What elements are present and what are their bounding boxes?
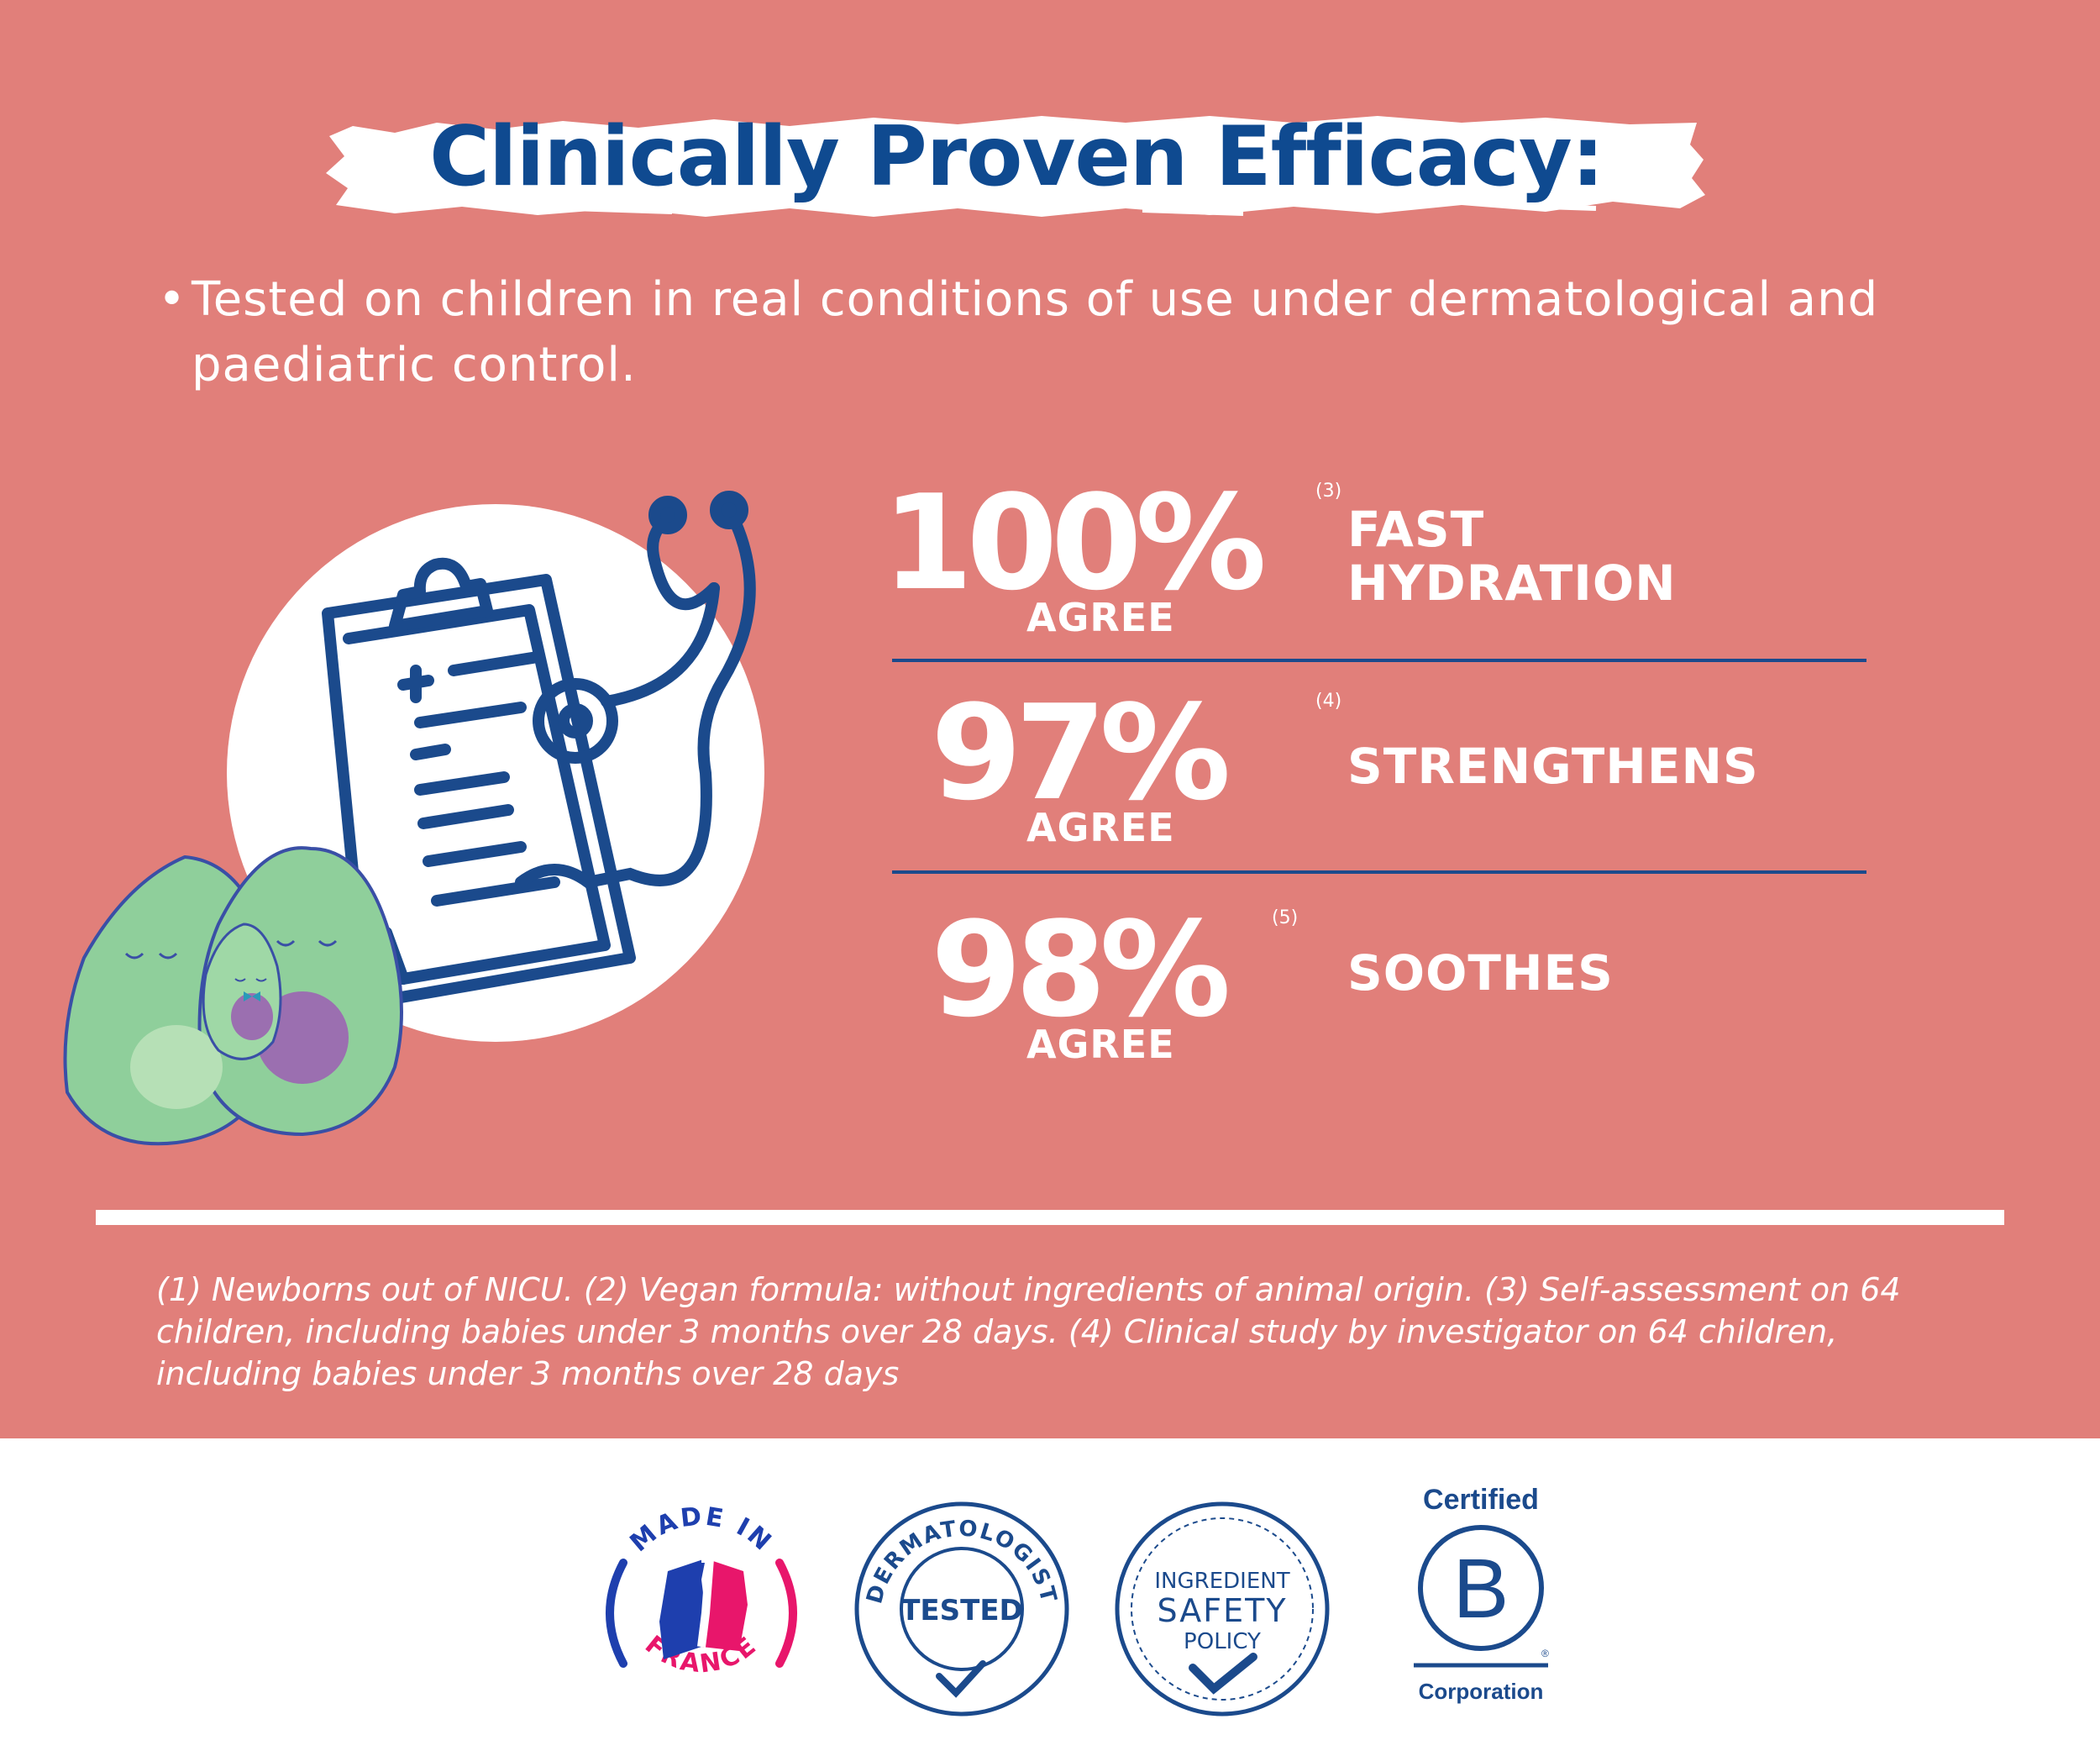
stat-ref-2: (4): [1315, 691, 1342, 712]
badge-policy-text: POLICY: [1184, 1629, 1261, 1654]
made-in-france-badge: MADE IN FRANCE: [606, 1501, 797, 1680]
badge-certified-text: Certified: [1423, 1484, 1539, 1516]
stat-separator-2: [892, 870, 1866, 874]
badge-safety-text: SAFETY: [1157, 1592, 1287, 1629]
badge-strip: [0, 1438, 2100, 1756]
stat-value-3: 98%: [931, 893, 1231, 1046]
stat-agree-3: AGREE: [1026, 1022, 1175, 1067]
stat-claim-2: STRENGTHENS: [1347, 738, 1759, 795]
badge-b-letter: B: [1453, 1542, 1509, 1636]
stat-agree-2: AGREE: [1026, 805, 1175, 850]
ingredient-safety-badge: INGREDIENT SAFETY POLICY: [1115, 1501, 1330, 1717]
stethoscope-icon: [515, 491, 756, 889]
clinical-illustration: [63, 491, 764, 1146]
stat-claim-1-line2: HYDRATION: [1347, 555, 1677, 612]
stat-ref-1: (3): [1315, 481, 1342, 502]
france-map-red: [701, 1559, 748, 1651]
badge-ingredient-text: INGREDIENT: [1154, 1569, 1289, 1594]
stat-claim-1: FAST HYDRATION: [1347, 502, 1677, 610]
france-map-blue: [659, 1559, 706, 1659]
stat-claim-1-line1: FAST: [1347, 501, 1485, 558]
intro-text: Tested on children in real conditions of…: [192, 272, 1879, 392]
dermatologist-tested-badge: DERMATOLOGIST TESTED: [854, 1501, 1069, 1717]
badge-corporation-text: Corporation: [1419, 1679, 1544, 1704]
stat-value-2: 97%: [931, 676, 1231, 829]
badge-made-in-text: MADE IN: [625, 1501, 779, 1558]
bullet-dot: •: [158, 272, 187, 327]
page-title: Clinically Proven Efficacy:: [429, 109, 1604, 205]
badge-tested-text: TESTED: [900, 1594, 1023, 1627]
badge-registered: ®: [1541, 1648, 1549, 1659]
intro-bullet: • Tested on children in real conditions …: [158, 267, 2006, 398]
avocado-family-illustration: [63, 846, 403, 1146]
stat-ref-3: (5): [1272, 907, 1299, 928]
footnote: (1) Newborns out of NICU. (2) Vegan form…: [156, 1271, 1901, 1392]
stat-agree-1: AGREE: [1026, 595, 1175, 640]
stat-claim-3: SOOTHES: [1347, 944, 1614, 1002]
b-corp-badge: Certified B ® Corporation: [1414, 1484, 1549, 1704]
checkmark-icon: [936, 1660, 986, 1698]
checkmark-icon: [1189, 1653, 1257, 1695]
white-divider: [96, 1210, 2004, 1225]
title-block: Clinically Proven Efficacy:: [319, 101, 1714, 227]
stat-value-1: 100%: [882, 466, 1267, 619]
brush-stroke-background: [326, 116, 1705, 217]
stat-separator-1: [892, 659, 1866, 662]
